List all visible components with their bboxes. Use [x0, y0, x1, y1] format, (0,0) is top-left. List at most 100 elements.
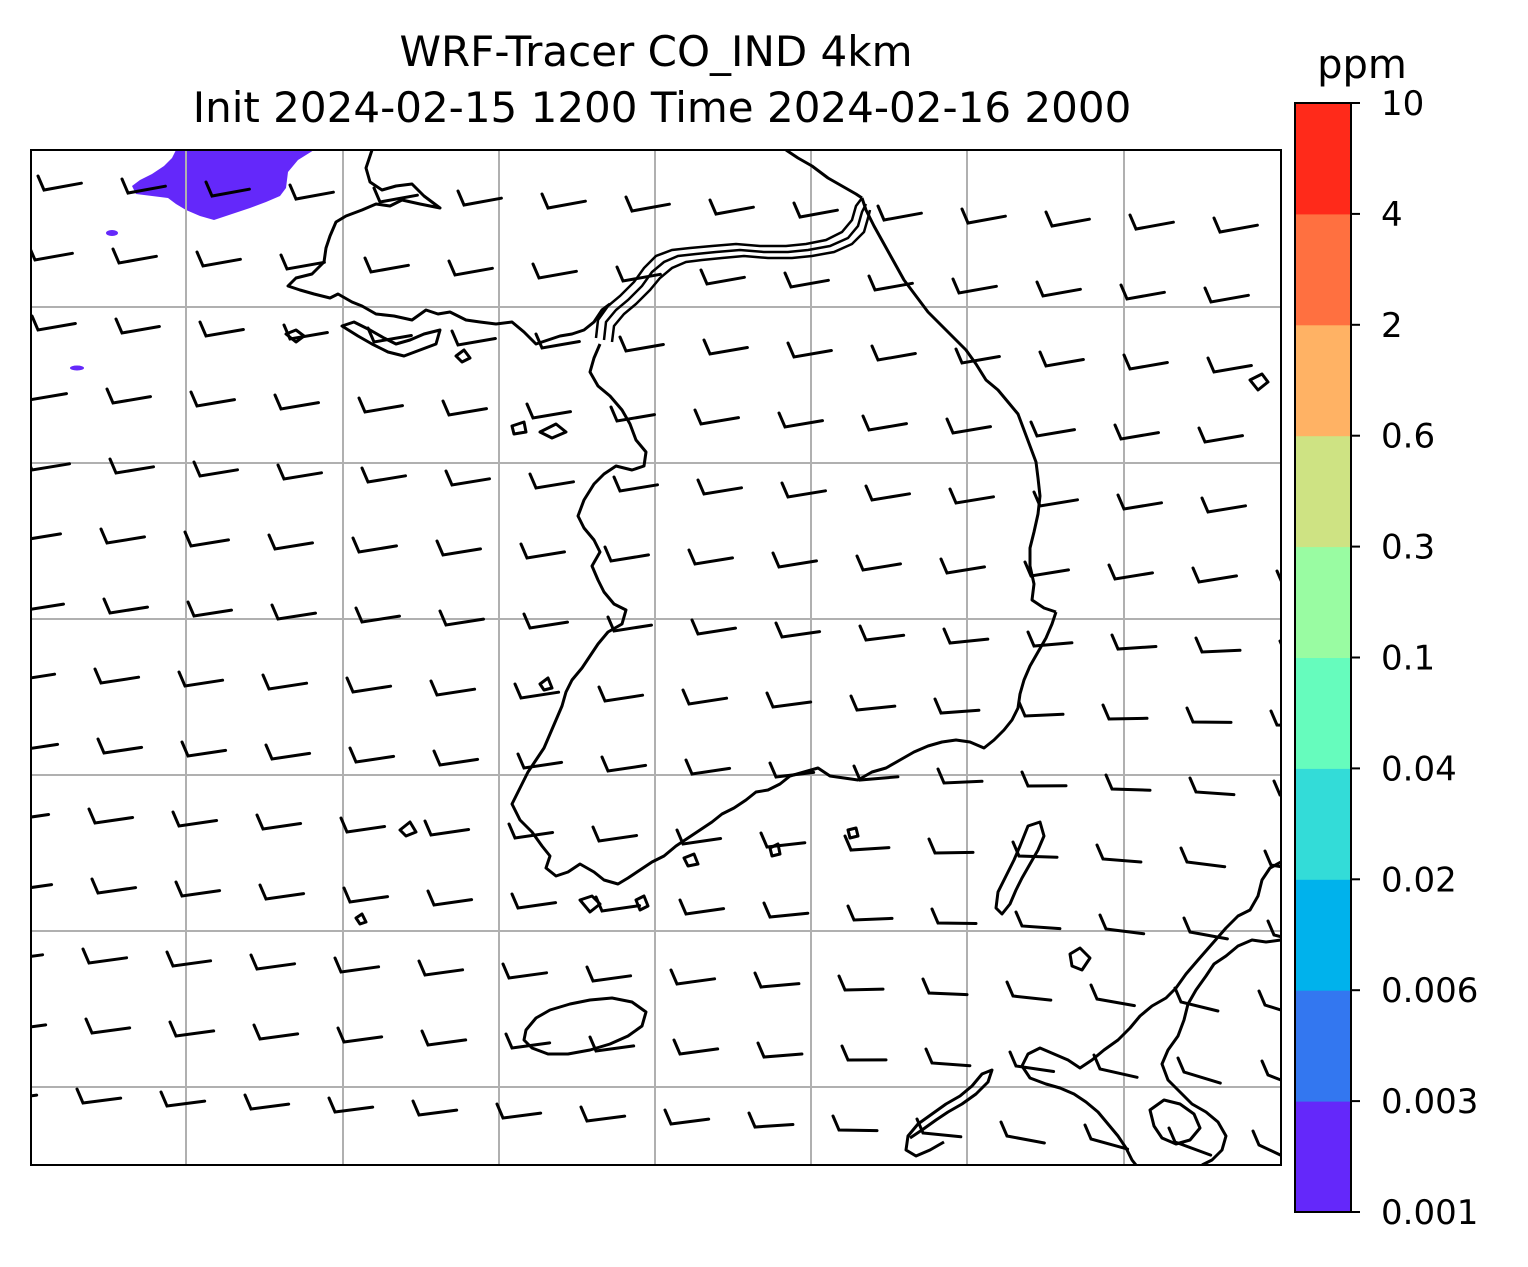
wind-barb — [1182, 916, 1229, 941]
wind-barb — [1038, 350, 1085, 368]
map-panel — [30, 149, 1282, 1166]
wind-barb — [759, 831, 807, 849]
wind-barb — [1026, 630, 1074, 648]
wind-barb — [177, 670, 225, 688]
wind-barb — [93, 667, 141, 685]
wind-barb — [1266, 919, 1281, 939]
wind-barb — [696, 478, 743, 496]
wind-barb — [843, 834, 891, 852]
wind-barb — [243, 1093, 291, 1111]
wind-barb — [75, 1087, 123, 1105]
wind-barb — [675, 828, 723, 846]
wind-barb — [102, 597, 149, 615]
wind-barb — [105, 387, 152, 405]
wind-barb — [1251, 1129, 1281, 1157]
colorbar-segment — [1295, 657, 1351, 769]
wind-barb — [939, 557, 986, 575]
wind-barb — [267, 533, 314, 551]
coastline-china-liaodong — [286, 150, 611, 346]
wind-barb — [915, 1117, 963, 1139]
wind-barb — [120, 177, 167, 195]
wind-barb — [81, 947, 129, 965]
wind-barb — [1263, 849, 1281, 869]
wind-barb — [270, 603, 317, 621]
wind-barb — [336, 1026, 384, 1044]
coastline-tsushima — [994, 820, 1046, 916]
wind-barb — [924, 1047, 972, 1068]
wind-barb — [1167, 1126, 1213, 1157]
wind-barb — [429, 679, 477, 697]
wind-barb — [864, 484, 911, 502]
wind-barb — [180, 740, 228, 758]
wind-barb — [1029, 420, 1076, 438]
wind-barb — [411, 1099, 459, 1117]
coastline-small-island — [538, 422, 568, 440]
wind-barb — [765, 691, 813, 709]
wind-barb — [1275, 569, 1281, 585]
wind-barb — [753, 971, 801, 989]
colorbar-segment — [1295, 324, 1351, 437]
coastlines — [284, 150, 1281, 1165]
border-line — [610, 209, 872, 343]
wind-barb — [426, 889, 474, 907]
wind-barb — [165, 950, 213, 968]
wind-barb — [699, 268, 746, 286]
wind-barb — [189, 390, 236, 408]
wind-barb — [870, 344, 917, 362]
wind-barb — [1206, 356, 1253, 374]
coastline-small-island — [398, 820, 418, 838]
wind-barb — [1032, 490, 1079, 508]
wind-barb — [261, 673, 309, 691]
wind-barb — [588, 1035, 636, 1053]
wind-barb — [183, 530, 230, 548]
wind-barb — [1194, 636, 1242, 654]
wind-barb — [360, 466, 407, 484]
wind-barb — [31, 883, 54, 890]
wind-barb — [31, 246, 74, 262]
wind-barb — [1212, 216, 1259, 234]
wind-barb — [507, 822, 555, 840]
wind-barb — [198, 320, 245, 338]
colorbar-segment — [1295, 768, 1351, 880]
colorbar-tick-label: 2 — [1381, 306, 1403, 346]
colorbar-segment — [1295, 990, 1351, 1102]
colorbar-tick-label: 0.001 — [1381, 1193, 1478, 1233]
colorbar-unit: ppm — [1317, 42, 1407, 88]
wind-barb — [168, 1020, 216, 1038]
colorbar-tick-label: 4 — [1381, 195, 1403, 235]
wind-barb — [90, 877, 138, 895]
wind-barb — [858, 624, 906, 642]
wind-barb — [777, 411, 824, 429]
wind-barb — [372, 186, 419, 204]
wind-barb — [1200, 496, 1247, 514]
wind-barb — [1257, 989, 1281, 1012]
wind-barb — [1020, 770, 1068, 788]
wind-barb — [84, 1017, 132, 1035]
wind-barb — [1191, 566, 1238, 584]
wind-barb — [31, 1023, 48, 1029]
colorbar: ppm 0.001 0.003 0.006 0.02 0.04 0.1 0.3 0.6 2 4 10 — [1294, 42, 1478, 1233]
wind-barb — [774, 621, 822, 639]
wind-barb — [450, 329, 497, 347]
wind-barb — [876, 204, 923, 222]
wind-barb — [603, 545, 650, 563]
wind-barb — [516, 752, 564, 770]
wind-barb — [444, 469, 491, 487]
wind-barb — [31, 742, 60, 750]
coastline-small-island — [846, 826, 860, 840]
wind-barb — [345, 676, 393, 694]
wind-barb — [504, 1032, 552, 1050]
wind-barb — [31, 672, 57, 680]
wind-barb — [684, 758, 732, 776]
wind-barb — [435, 539, 482, 557]
wind-barb — [1128, 213, 1175, 231]
coastline-jeju — [522, 996, 648, 1056]
wind-barb — [114, 317, 161, 335]
wind-barb — [585, 965, 633, 983]
wind-barb — [31, 532, 62, 541]
wind-barb — [693, 408, 740, 426]
wind-barb — [708, 198, 755, 216]
wind-barb — [327, 1096, 375, 1114]
coastline-small-island — [454, 348, 472, 364]
